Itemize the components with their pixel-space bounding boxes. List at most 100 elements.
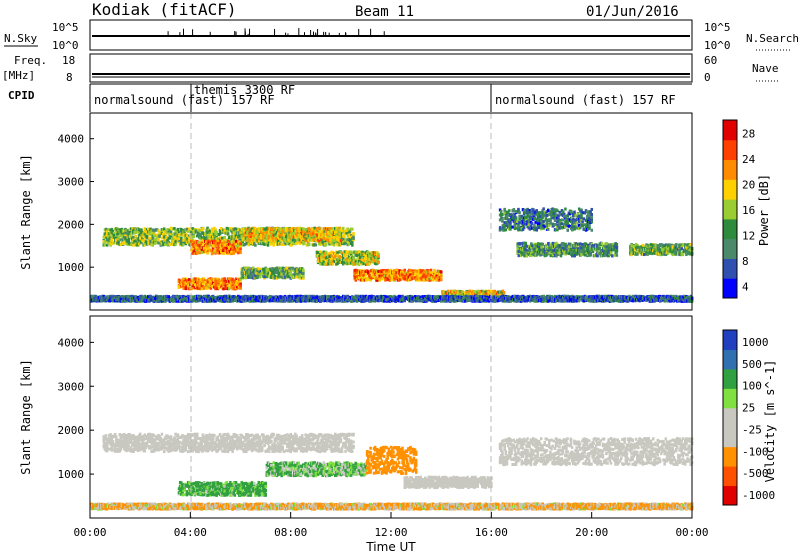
power-cell: [352, 233, 355, 237]
power-cell: [191, 281, 194, 285]
power-cell: [398, 277, 402, 281]
power-cell: [327, 231, 330, 235]
power-cell: [196, 249, 199, 253]
power-cell: [109, 235, 112, 239]
power-cell: [560, 222, 564, 226]
power-cell: [234, 243, 238, 247]
sky-left-tick-top: 10^5: [52, 21, 79, 34]
power-cell: [556, 228, 559, 232]
power-cell: [298, 241, 302, 245]
power-cell: [141, 239, 144, 243]
power-cell: [356, 254, 360, 258]
sky-left-label: N.Sky: [4, 32, 37, 45]
power-cell: [529, 217, 533, 221]
power-cell: [225, 250, 229, 254]
power-cell: [336, 243, 339, 247]
power-cell: [527, 223, 531, 227]
power-cell: [331, 239, 335, 243]
power-cell: [413, 269, 417, 273]
sky-right-label: N.Search: [746, 32, 799, 45]
power-cell: [540, 226, 543, 230]
power-cell: [409, 273, 412, 277]
power-cell: [338, 232, 342, 236]
power-cell: [564, 214, 567, 218]
sky-right-tick-bottom: 10^0: [704, 39, 731, 52]
power-cell: [196, 234, 199, 238]
power-cell: [199, 232, 202, 236]
power-cell: [167, 230, 171, 234]
power-cell: [151, 237, 155, 241]
power-cell: [341, 237, 345, 241]
power-cell: [461, 290, 465, 294]
power-cell: [524, 208, 527, 212]
power-cell: [553, 222, 557, 226]
freq-panel-frame: [89, 53, 693, 83]
power-cell: [208, 232, 212, 236]
power-cell: [259, 233, 263, 237]
power-cell: [353, 262, 356, 266]
power-cell: [396, 273, 400, 277]
power-cell: [134, 239, 137, 243]
power-cell: [538, 211, 542, 215]
power-cell: [191, 240, 194, 244]
power-cell: [349, 235, 353, 239]
power-cell: [502, 291, 506, 295]
power-cell: [347, 228, 351, 232]
power-cell: [311, 227, 314, 231]
power-cell: [581, 224, 584, 228]
power-cell: [369, 278, 372, 282]
power-cell: [385, 278, 388, 282]
cpid-mode-2: themis 3300 RF: [194, 83, 295, 97]
power-cell: [324, 235, 328, 239]
power-cell: [221, 236, 224, 240]
power-cell: [313, 226, 316, 230]
power-cell: [440, 278, 443, 282]
power-cell: [503, 208, 506, 212]
power-cell: [120, 235, 124, 239]
power-cell: [588, 223, 591, 227]
power-cell: [136, 230, 140, 234]
power-cell: [154, 238, 158, 242]
power-cell: [115, 238, 118, 242]
power-cell: [291, 240, 295, 244]
power-cell: [239, 244, 242, 248]
power-cell: [223, 228, 226, 232]
power-cell: [226, 285, 230, 289]
sky-right-tick-top: 10^5: [704, 21, 731, 34]
power-cell: [319, 262, 322, 266]
power-cell: [157, 237, 160, 241]
power-cell: [237, 251, 240, 255]
power-cell: [347, 255, 351, 259]
power-cell: [509, 220, 512, 224]
power-cell: [518, 211, 521, 215]
power-cell: [409, 268, 412, 272]
power-cell: [219, 245, 223, 249]
power-cell: [330, 241, 334, 245]
power-cell: [275, 227, 279, 231]
power-cell: [124, 232, 127, 236]
power-cell: [560, 225, 564, 229]
sky-panel: N.Sky 10^5 10^0 10^5 10^0 N.Search: [4, 19, 799, 52]
power-cell: [318, 227, 321, 231]
power-cell: [549, 221, 552, 225]
power-cell: [206, 286, 209, 290]
power-cell: [425, 274, 428, 278]
power-cell: [329, 238, 332, 242]
power-cell: [291, 238, 295, 242]
power-cell: [351, 227, 354, 231]
sky-panel-frame: [89, 19, 693, 51]
station-title: Kodiak (fitACF): [92, 0, 237, 19]
power-cell: [437, 278, 441, 282]
power-cell: [218, 236, 222, 240]
power-cell: [257, 237, 261, 241]
power-cell: [590, 216, 594, 220]
power-cell: [265, 231, 269, 235]
power-cell: [210, 227, 214, 231]
power-cell: [528, 227, 532, 231]
power-cell: [280, 242, 283, 246]
power-cell: [132, 235, 135, 239]
power-cell: [201, 227, 205, 231]
power-cell: [413, 276, 417, 280]
power-cell: [296, 240, 299, 244]
power-cell: [120, 240, 124, 244]
